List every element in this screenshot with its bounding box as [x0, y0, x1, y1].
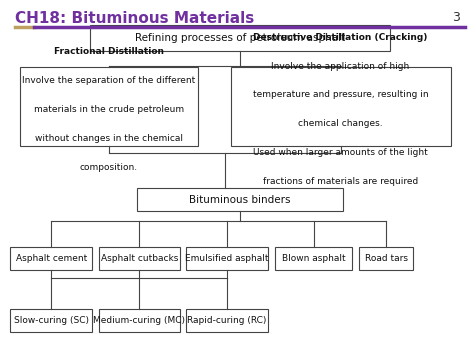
FancyBboxPatch shape [359, 247, 413, 270]
Text: Fractional Distillation: Fractional Distillation [54, 47, 164, 56]
Text: temperature and pressure, resulting in: temperature and pressure, resulting in [253, 91, 428, 99]
FancyBboxPatch shape [99, 247, 181, 270]
Text: 3: 3 [452, 11, 460, 24]
FancyBboxPatch shape [10, 247, 92, 270]
Text: Refining processes of petroleum asphalt: Refining processes of petroleum asphalt [135, 33, 345, 43]
Text: CH18: Bituminous Materials: CH18: Bituminous Materials [15, 11, 255, 26]
Text: Medium-curing (MC): Medium-curing (MC) [93, 316, 185, 325]
Text: composition.: composition. [80, 163, 138, 171]
Text: Slow-curing (SC): Slow-curing (SC) [14, 316, 89, 325]
FancyBboxPatch shape [99, 309, 181, 332]
Text: Rapid-curing (RC): Rapid-curing (RC) [187, 316, 267, 325]
FancyBboxPatch shape [186, 247, 268, 270]
Text: fractions of materials are required: fractions of materials are required [263, 177, 418, 186]
FancyBboxPatch shape [275, 247, 352, 270]
Text: chemical changes.: chemical changes. [298, 119, 383, 128]
Text: Emulsified asphalt: Emulsified asphalt [185, 254, 269, 263]
Text: without changes in the chemical: without changes in the chemical [35, 134, 183, 143]
Text: Blown asphalt: Blown asphalt [282, 254, 346, 263]
Text: Involve the application of high: Involve the application of high [272, 62, 410, 71]
Text: Road tars: Road tars [365, 254, 408, 263]
FancyBboxPatch shape [186, 309, 268, 332]
FancyBboxPatch shape [20, 67, 198, 146]
Text: materials in the crude petroleum: materials in the crude petroleum [34, 105, 184, 114]
Text: Asphalt cutbacks: Asphalt cutbacks [101, 254, 178, 263]
Text: Bituminous binders: Bituminous binders [189, 195, 291, 205]
FancyBboxPatch shape [10, 309, 92, 332]
FancyBboxPatch shape [230, 67, 451, 146]
Text: Asphalt cement: Asphalt cement [16, 254, 87, 263]
Text: Involve the separation of the different: Involve the separation of the different [22, 76, 195, 85]
FancyBboxPatch shape [137, 188, 343, 211]
Text: Used when larger amounts of the light: Used when larger amounts of the light [253, 148, 428, 157]
FancyBboxPatch shape [90, 25, 390, 51]
Text: Destructive Distillation (Cracking): Destructive Distillation (Cracking) [254, 33, 428, 42]
